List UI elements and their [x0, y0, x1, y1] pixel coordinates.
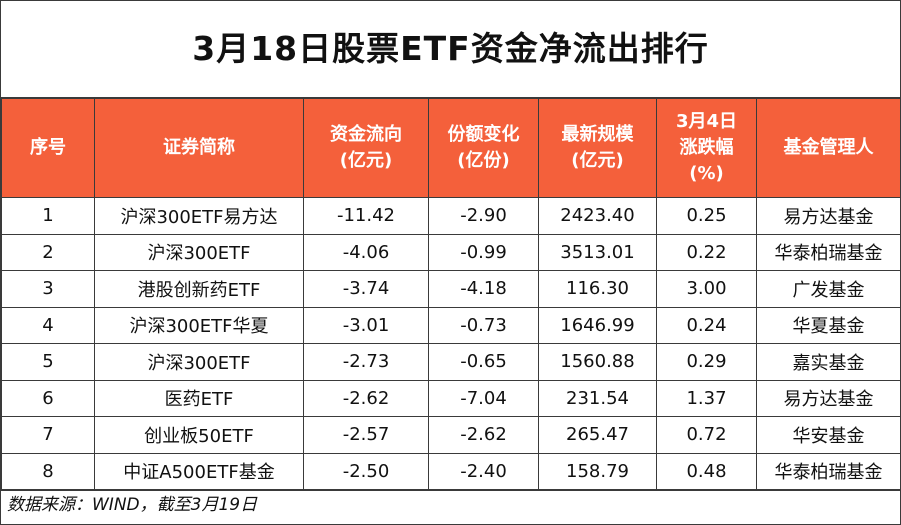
table-row: 6 医药ETF -2.62 -7.04 231.54 1.37 易方达基金 — [1, 379, 901, 417]
security-name-cell: 沪深300ETF — [94, 343, 304, 381]
security-name-cell: 沪深300ETF — [94, 233, 304, 271]
security-name-cell: 沪深300ETF易方达 — [94, 197, 304, 235]
fund-flow-cell: -4.06 — [303, 233, 429, 271]
share-change-cell: -7.04 — [428, 379, 539, 417]
data-source-note: 数据来源：WIND，截至3月19日 — [1, 490, 900, 520]
share-change-cell: -4.18 — [428, 270, 539, 308]
table-row: 4 沪深300ETF华夏 -3.01 -0.73 1646.99 0.24 华夏基金 — [1, 306, 901, 344]
fund-manager-cell: 华夏基金 — [756, 306, 901, 344]
latest-size-cell: 231.54 — [538, 379, 657, 417]
change-pct-cell: 0.24 — [656, 306, 757, 344]
rank-cell: 2 — [1, 233, 95, 271]
header-rank: 序号 — [1, 98, 95, 198]
fund-flow-cell: -2.50 — [303, 452, 429, 490]
header-latest-size: 最新规模 (亿元) — [538, 98, 657, 198]
ranking-table: 序号 证券简称 资金流向 (亿元) 份额变化 (亿份) 最新规模 (亿元) 3月4日涨… — [1, 98, 901, 490]
header-change-pct: 3月4日 涨跌幅 (%) — [656, 98, 757, 198]
rank-cell: 3 — [1, 270, 95, 308]
change-pct-cell: 3.00 — [656, 270, 757, 308]
security-name-cell: 中证A500ETF基金 — [94, 452, 304, 490]
fund-flow-cell: -2.57 — [303, 416, 429, 454]
fund-manager-cell: 嘉实基金 — [756, 343, 901, 381]
table-row: 5 沪深300ETF -2.73 -0.65 1560.88 0.29 嘉实基金 — [1, 343, 901, 381]
security-name-cell: 港股创新药ETF — [94, 270, 304, 308]
table-row: 1 沪深300ETF易方达 -11.42 -2.90 2423.40 0.25 易方达基金 — [1, 197, 901, 235]
share-change-cell: -0.65 — [428, 343, 539, 381]
rank-cell: 4 — [1, 306, 95, 344]
share-change-cell: -0.99 — [428, 233, 539, 271]
header-share-change: 份额变化 (亿份) — [428, 98, 539, 198]
rank-cell: 5 — [1, 343, 95, 381]
fund-manager-cell: 华泰柏瑞基金 — [756, 233, 901, 271]
fund-flow-cell: -2.62 — [303, 379, 429, 417]
latest-size-cell: 3513.01 — [538, 233, 657, 271]
change-pct-cell: 0.48 — [656, 452, 757, 490]
fund-manager-cell: 广发基金 — [756, 270, 901, 308]
security-name-cell: 医药ETF — [94, 379, 304, 417]
latest-size-cell: 265.47 — [538, 416, 657, 454]
latest-size-cell: 116.30 — [538, 270, 657, 308]
table-header-row: 序号 证券简称 资金流向 (亿元) 份额变化 (亿份) 最新规模 (亿元) 3月4日涨… — [1, 98, 901, 198]
rank-cell: 7 — [1, 416, 95, 454]
share-change-cell: -2.90 — [428, 197, 539, 235]
header-security-name: 证券简称 — [94, 98, 304, 198]
rank-cell: 1 — [1, 197, 95, 235]
table-row: 2 沪深300ETF -4.06 -0.99 3513.01 0.22 华泰柏瑞基金 — [1, 233, 901, 271]
latest-size-cell: 1560.88 — [538, 343, 657, 381]
rank-cell: 6 — [1, 379, 95, 417]
share-change-cell: -0.73 — [428, 306, 539, 344]
table-row: 7 创业板50ETF -2.57 -2.62 265.47 0.72 华安基金 — [1, 416, 901, 454]
rank-cell: 8 — [1, 452, 95, 490]
latest-size-cell: 2423.40 — [538, 197, 657, 235]
header-fund-manager: 基金管理人 — [756, 98, 901, 198]
page-title: 3月18日股票ETF资金净流出排行 — [1, 1, 900, 98]
change-pct-cell: 0.29 — [656, 343, 757, 381]
latest-size-cell: 158.79 — [538, 452, 657, 490]
fund-flow-cell: -11.42 — [303, 197, 429, 235]
change-pct-cell: 0.25 — [656, 197, 757, 235]
latest-size-cell: 1646.99 — [538, 306, 657, 344]
fund-manager-cell: 华泰柏瑞基金 — [756, 452, 901, 490]
fund-manager-cell: 易方达基金 — [756, 197, 901, 235]
change-pct-cell: 1.37 — [656, 379, 757, 417]
header-fund-flow: 资金流向 (亿元) — [303, 98, 429, 198]
share-change-cell: -2.40 — [428, 452, 539, 490]
fund-flow-cell: -3.74 — [303, 270, 429, 308]
table-row: 3 港股创新药ETF -3.74 -4.18 116.30 3.00 广发基金 — [1, 270, 901, 308]
fund-manager-cell: 华安基金 — [756, 416, 901, 454]
security-name-cell: 沪深300ETF华夏 — [94, 306, 304, 344]
fund-manager-cell: 易方达基金 — [756, 379, 901, 417]
fund-flow-cell: -2.73 — [303, 343, 429, 381]
security-name-cell: 创业板50ETF — [94, 416, 304, 454]
table-row: 8 中证A500ETF基金 -2.50 -2.40 158.79 0.48 华泰柏瑞基金 — [1, 452, 901, 490]
share-change-cell: -2.62 — [428, 416, 539, 454]
change-pct-cell: 0.72 — [656, 416, 757, 454]
change-pct-cell: 0.22 — [656, 233, 757, 271]
fund-flow-cell: -3.01 — [303, 306, 429, 344]
